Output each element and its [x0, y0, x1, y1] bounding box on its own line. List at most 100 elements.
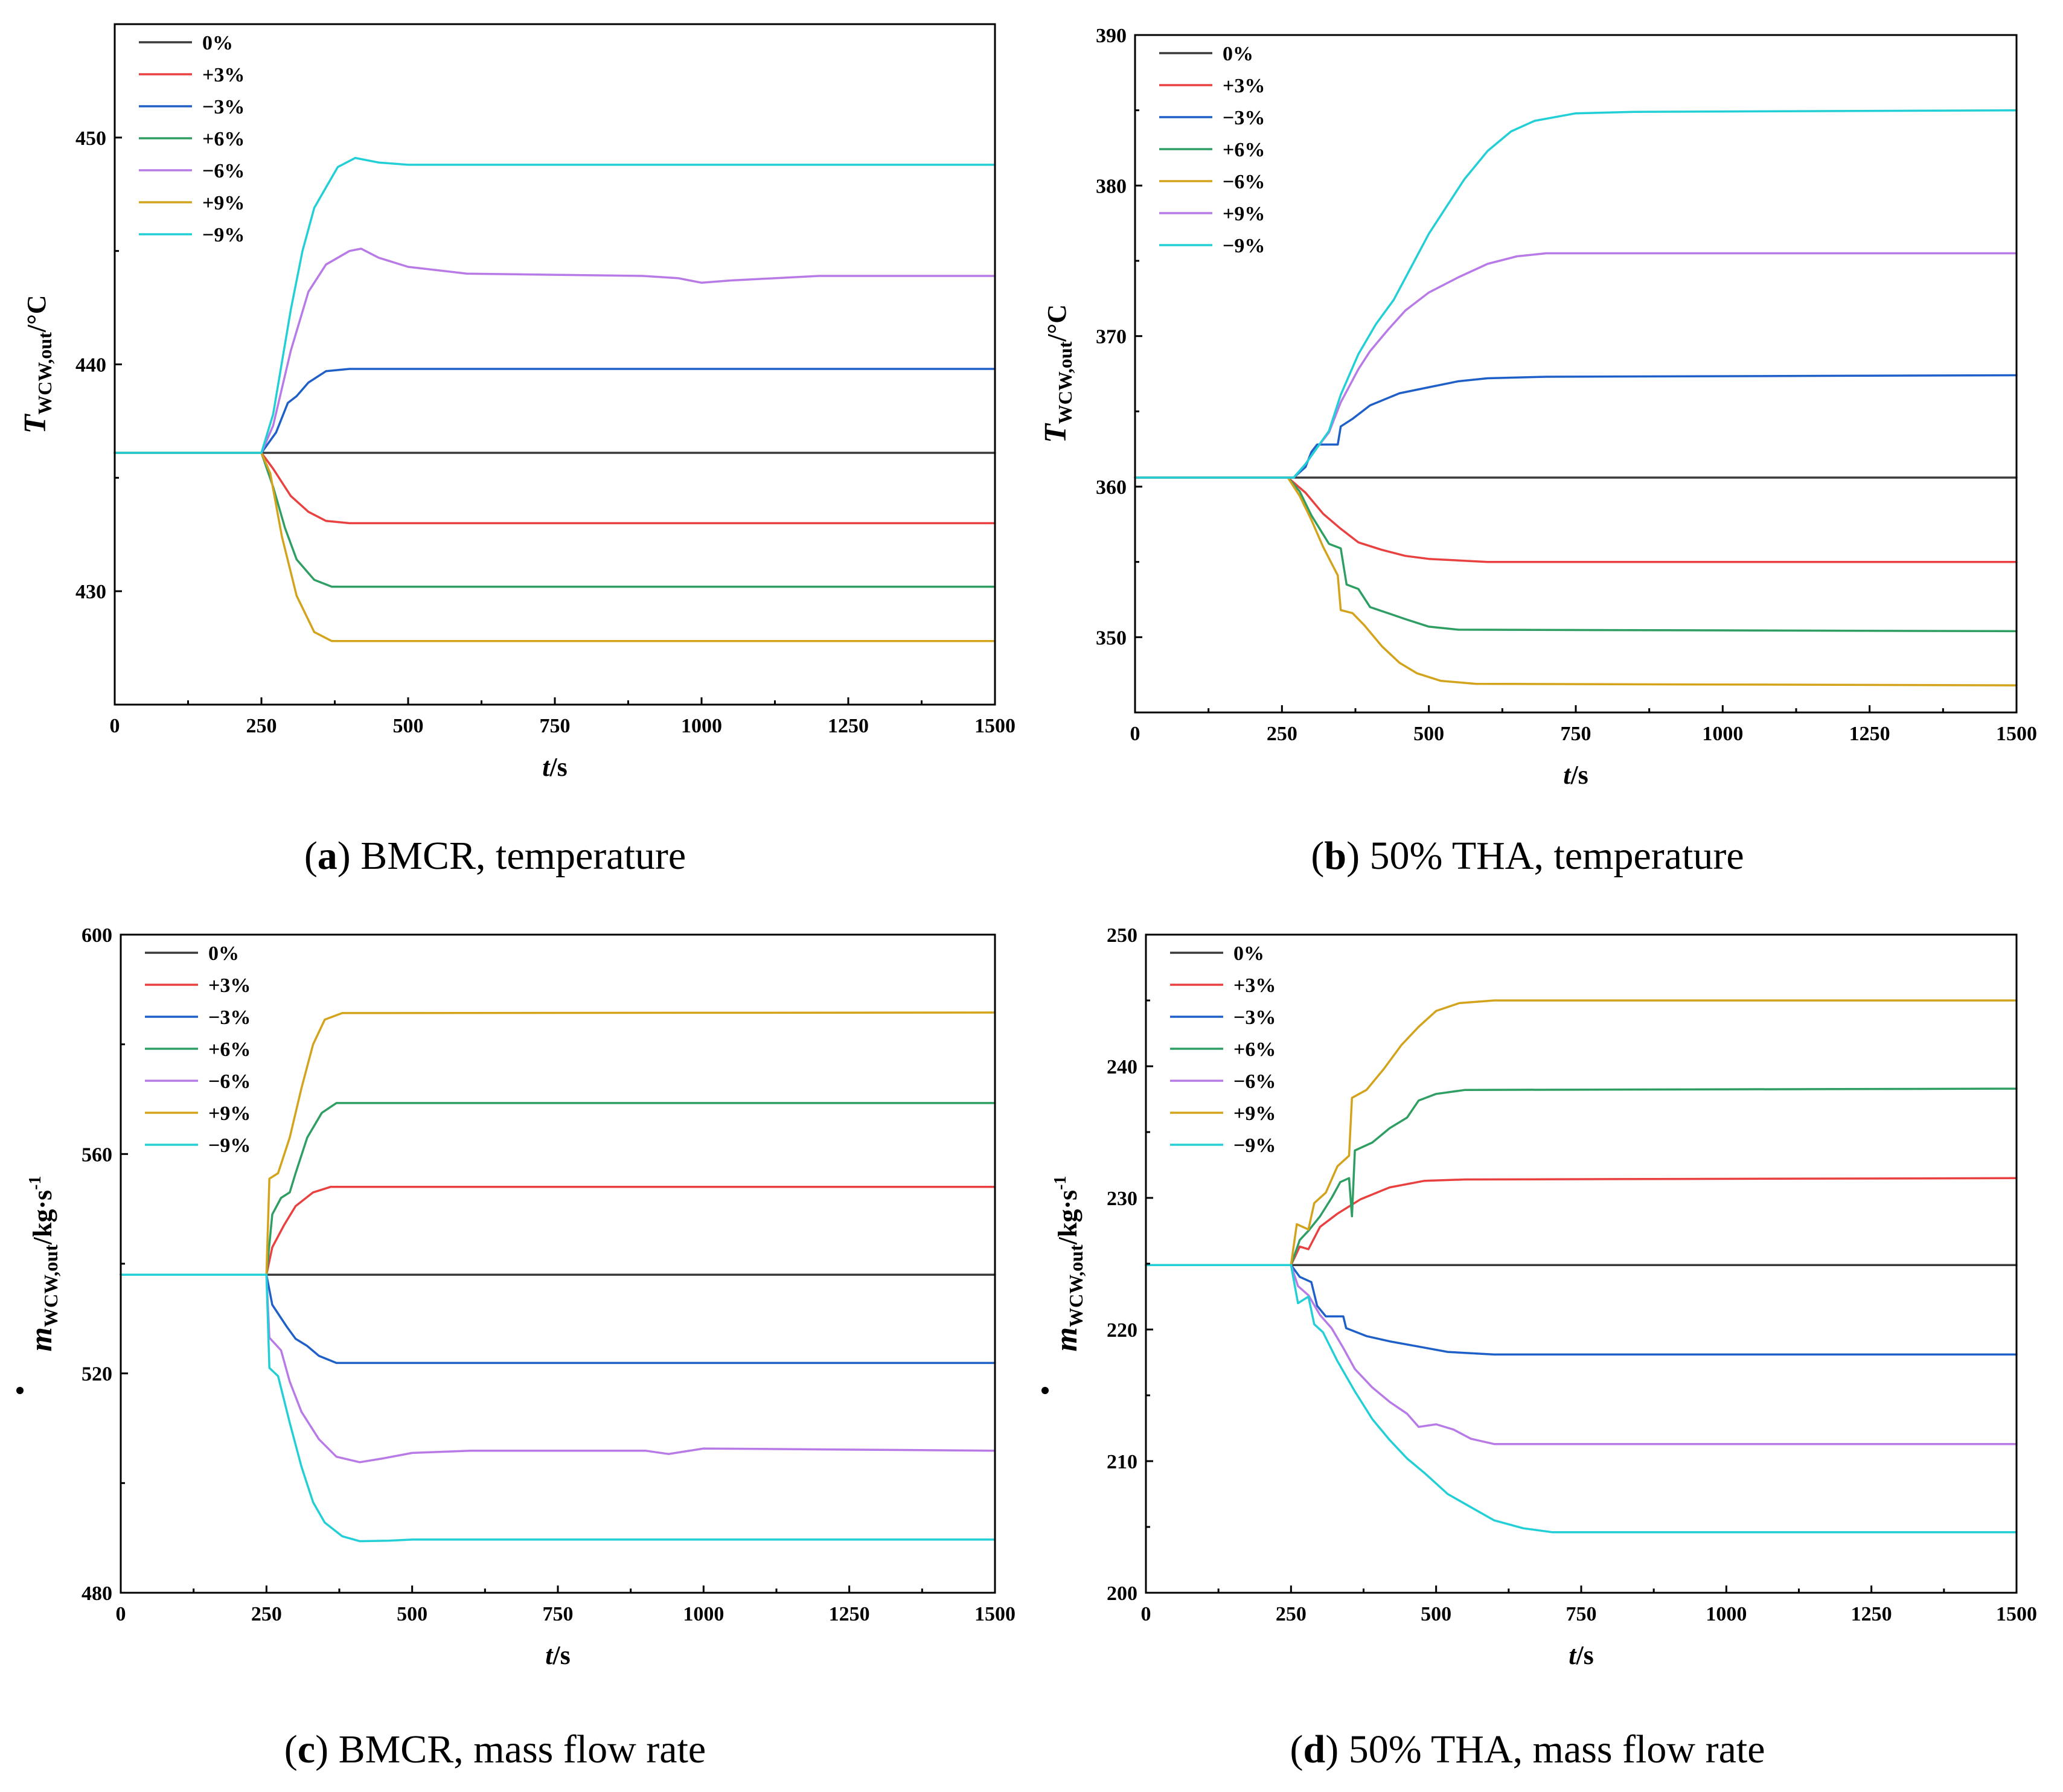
legend-label: −6% [208, 1070, 251, 1093]
legend-label: +6% [1233, 1038, 1276, 1061]
plot-frame [1134, 34, 2018, 714]
chart-panel-d: 0 250 500 750 1000 1250 1500 200 210 220 230 240 250… [1041, 924, 2037, 1670]
y-axis-subscript: WCW,out [34, 332, 56, 415]
y-axis-var: m [24, 1327, 59, 1351]
series-line-b-2 [1134, 374, 2018, 479]
series-line-d-4 [1145, 1264, 2018, 1445]
series-line-a-1 [114, 452, 996, 525]
x-tick-label: 1250 [828, 715, 869, 737]
x-tick-label: 500 [397, 1603, 427, 1625]
y-tick-label: 240 [1107, 1056, 1137, 1078]
x-axis-title: t/s [1563, 760, 1588, 790]
caption-text: BMCR, temperature [350, 834, 686, 878]
x-axis-var: t [545, 1640, 554, 1670]
x-tick-label: 750 [1561, 723, 1591, 745]
x-tick-label: 250 [1276, 1603, 1307, 1625]
x-tick-label: 1250 [1849, 723, 1890, 745]
y-axis-superscript: -1 [26, 1176, 45, 1190]
y-tick-label: 350 [1096, 627, 1127, 649]
y-tick-label: 360 [1096, 476, 1127, 499]
x-tick-label: 1500 [974, 715, 1016, 737]
x-axis-title: t/s [542, 752, 568, 782]
x-tick-label: 1250 [829, 1603, 870, 1625]
y-tick-label: 250 [1107, 924, 1137, 947]
chart-panel-b: 0 250 500 750 1000 1250 1500 350 360 370 380 390 t/s… [1038, 25, 2037, 790]
series-line-c-4 [120, 1273, 996, 1464]
legend-label: −3% [1233, 1006, 1276, 1029]
x-tick-label: 500 [393, 715, 424, 737]
y-tick-label: 230 [1107, 1188, 1137, 1210]
y-axis-unit: /kg·s [1053, 1190, 1083, 1246]
x-tick-label: 0 [1141, 1603, 1151, 1625]
x-tick-label: 750 [1566, 1603, 1597, 1625]
y-tick-label: 210 [1107, 1451, 1137, 1473]
legend-label: 0% [202, 32, 233, 54]
legend-label: +9% [208, 1102, 251, 1125]
y-tick-label: 440 [75, 354, 106, 377]
x-axis-unit: /s [549, 752, 567, 782]
x-tick-label: 1000 [1706, 1603, 1747, 1625]
y-tick-label: 370 [1096, 326, 1127, 348]
legend-label: +6% [202, 128, 245, 150]
x-axis-unit: /s [1575, 1640, 1593, 1670]
series-line-d-2 [1145, 1264, 2018, 1356]
x-tick-label: 1000 [683, 1603, 724, 1625]
x-tick-label: 1000 [1702, 723, 1743, 745]
y-tick-label: 380 [1096, 175, 1127, 197]
y-tick-label: 430 [75, 581, 106, 603]
caption-text: BMCR, mass flow rate [328, 1727, 706, 1771]
plot-frame [1145, 933, 2018, 1594]
x-axis-unit: /s [552, 1640, 570, 1670]
y-tick-label: 450 [75, 127, 106, 150]
y-tick-label: 200 [1107, 1582, 1137, 1605]
caption-text: 50% THA, mass flow rate [1339, 1727, 1765, 1771]
series-line-c-2 [120, 1273, 996, 1365]
legend-label: −3% [208, 1006, 251, 1029]
legend-label: −9% [1223, 235, 1265, 257]
chart-panel-a: 0 250 500 750 1000 1250 1500 430 440 450 t/s TWCW,o… [18, 23, 1016, 782]
series-line-a-3 [114, 452, 996, 588]
x-tick-label: 500 [1421, 1603, 1451, 1625]
x-tick-label: 1500 [1996, 723, 2037, 745]
plot-frame [120, 933, 996, 1594]
x-tick-label: 500 [1413, 723, 1444, 745]
y-axis-subscript: WCW,out [1054, 341, 1076, 424]
series-line-c-5 [120, 1011, 996, 1276]
x-tick-label: 250 [1267, 723, 1297, 745]
series-line-d-6 [1145, 1264, 2018, 1534]
caption-c: (c) BMCR, mass flow rate [284, 1727, 706, 1771]
caption-b: (b) 50% THA, temperature [1311, 834, 1744, 878]
legend-label: +3% [202, 64, 245, 86]
y-axis-dot [1041, 1387, 1049, 1394]
caption-letter: a [317, 834, 337, 878]
legend-label: 0% [1223, 43, 1253, 65]
legend-label: +9% [202, 192, 245, 214]
y-axis-title: TWCW,out/°C [18, 295, 56, 434]
series-line-d-3 [1145, 1087, 2018, 1266]
caption-letter: c [297, 1727, 316, 1771]
legend-label: +6% [208, 1038, 251, 1061]
caption-a: (a) BMCR, temperature [304, 834, 686, 878]
legend-label: −6% [1223, 171, 1265, 193]
y-axis-title: mWCW,out/kg·s-1 [24, 1176, 62, 1352]
series-line-d-1 [1145, 1177, 2018, 1266]
legend-label: +6% [1223, 139, 1265, 161]
series-line-b-4 [1134, 476, 2018, 686]
x-tick-label: 1500 [1996, 1603, 2037, 1625]
series-line-c-3 [120, 1102, 996, 1276]
plot-frame [114, 23, 996, 706]
y-tick-label: 220 [1107, 1319, 1137, 1342]
x-tick-label: 1250 [1851, 1603, 1892, 1625]
x-tick-label: 0 [110, 715, 120, 737]
legend-label: +3% [1223, 75, 1265, 97]
series-line-c-6 [120, 1273, 996, 1543]
x-axis-var: t [1563, 760, 1572, 790]
caption-letter: d [1303, 1727, 1326, 1771]
x-tick-label: 0 [1130, 723, 1140, 745]
series-line-d-5 [1145, 999, 2018, 1266]
series-line-c-1 [120, 1186, 996, 1276]
y-axis-unit: /°C [1042, 304, 1072, 342]
y-tick-label: 560 [82, 1144, 112, 1166]
caption-d: (d) 50% THA, mass flow rate [1290, 1727, 1765, 1771]
